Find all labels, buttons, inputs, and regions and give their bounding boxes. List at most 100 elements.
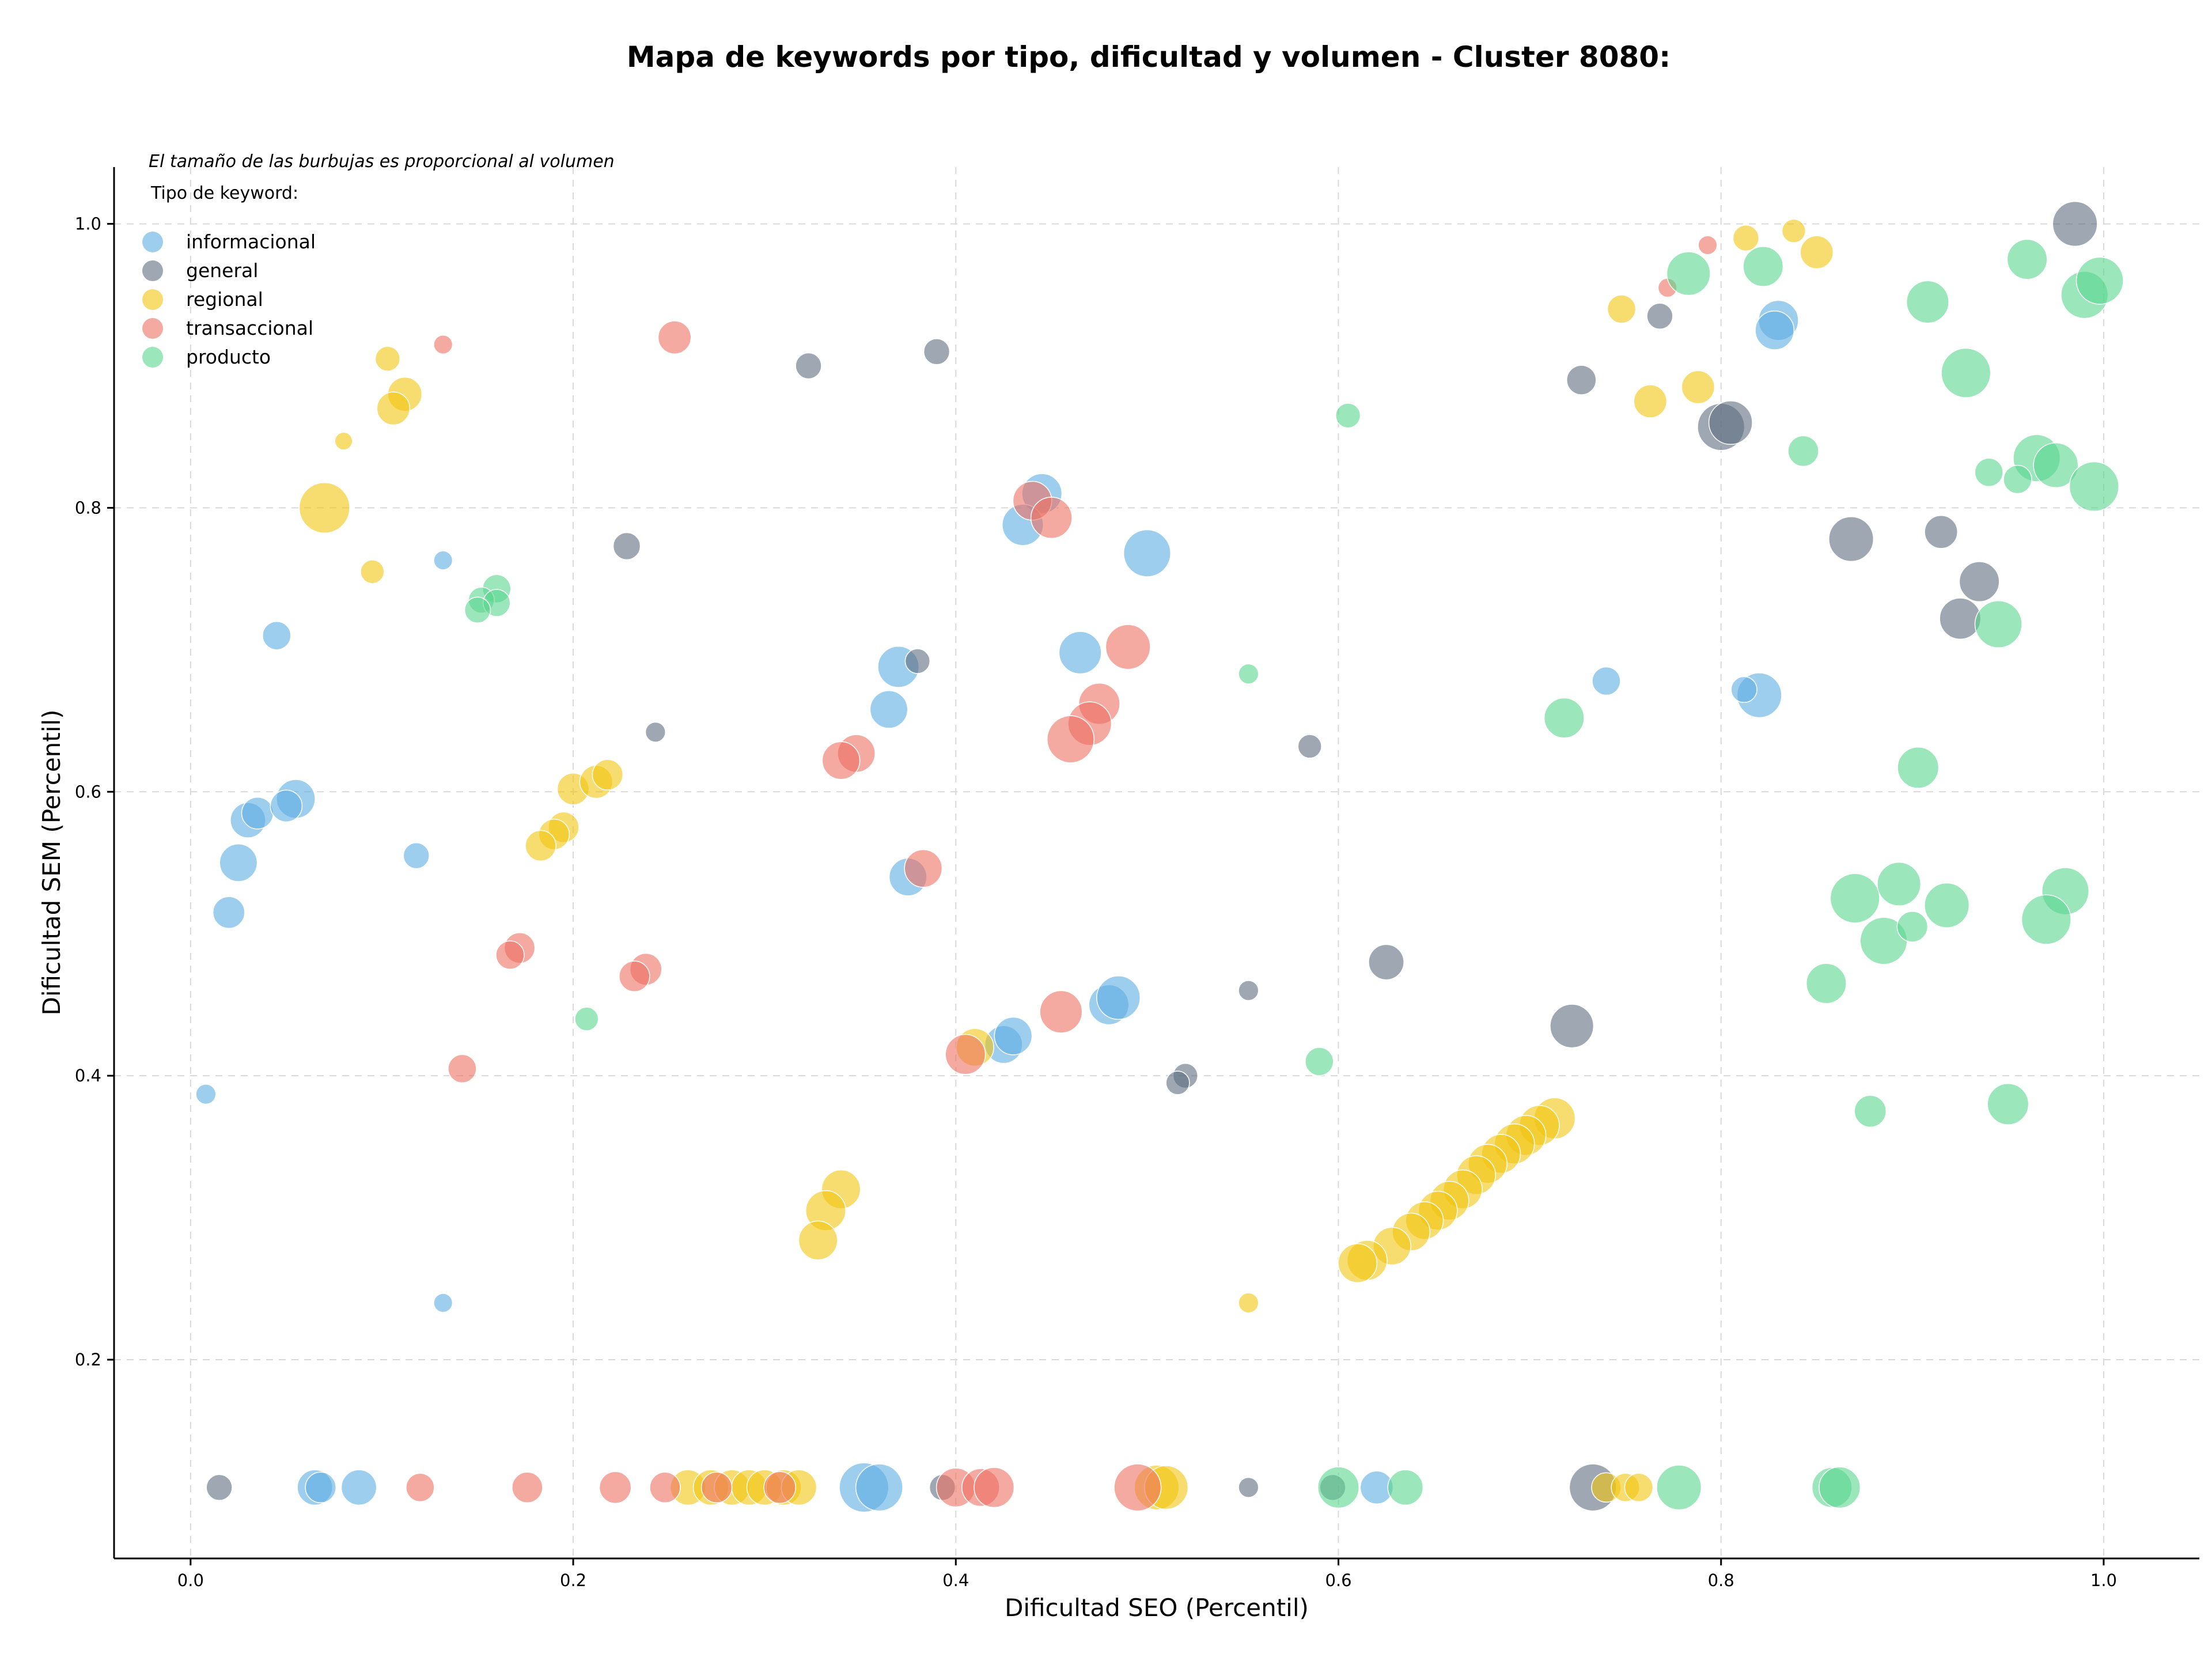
bubble-informacional bbox=[212, 896, 245, 929]
bubbles bbox=[195, 201, 2124, 1513]
legend-item-informacional: informacional bbox=[142, 230, 316, 253]
bubble-transaccional bbox=[619, 960, 650, 992]
legend-title: Tipo de keyword: bbox=[150, 183, 298, 203]
bubble-general bbox=[1924, 515, 1958, 549]
bubble-producto bbox=[1805, 963, 1847, 1004]
bubble-regional bbox=[1633, 384, 1668, 418]
bubble-regional bbox=[298, 482, 350, 534]
bubble-producto bbox=[2021, 894, 2071, 945]
bubble-producto bbox=[2006, 239, 2048, 280]
ticks: 0.0 0.2 0.4 0.6 0.8 1.0 0.2 0.4 0.6 0.8 1.0 bbox=[75, 214, 2117, 1590]
bubble-regional bbox=[334, 432, 353, 451]
bubble-informacional bbox=[869, 690, 908, 729]
bubble-informacional bbox=[433, 550, 453, 570]
legend-label: transaccional bbox=[186, 317, 313, 339]
bubble-informacional bbox=[241, 796, 274, 830]
bubble-general bbox=[645, 721, 666, 743]
bubble-informacional bbox=[403, 842, 430, 869]
bubble-regional bbox=[525, 830, 556, 862]
chart-title: Mapa de keywords por tipo, dificultad y … bbox=[627, 40, 1671, 74]
bubble-producto bbox=[1238, 663, 1259, 684]
legend-item-transaccional: transaccional bbox=[142, 317, 313, 339]
bubble-transaccional bbox=[763, 1471, 797, 1504]
bubble-regional bbox=[1607, 294, 1637, 324]
bubble-transaccional bbox=[495, 940, 525, 970]
legend-item-producto: producto bbox=[142, 346, 271, 368]
y-tick-label: 1.0 bbox=[75, 214, 101, 234]
bubble-producto bbox=[1974, 457, 2003, 487]
bubble-general bbox=[1238, 1477, 1259, 1498]
bubble-general bbox=[1238, 980, 1259, 1001]
bubble-transaccional bbox=[821, 741, 861, 780]
y-tick-label: 0.6 bbox=[75, 782, 101, 801]
bubble-transaccional bbox=[433, 334, 453, 355]
bubble-producto bbox=[1317, 1466, 1359, 1509]
bubble-transaccional bbox=[512, 1471, 543, 1504]
bubble-regional bbox=[798, 1220, 838, 1261]
legend-swatch bbox=[142, 347, 163, 368]
bubble-producto bbox=[464, 596, 491, 624]
bubble-informacional bbox=[433, 1293, 453, 1313]
bubble-general bbox=[1646, 302, 1673, 330]
bubble-producto bbox=[2075, 256, 2124, 305]
bubble-producto bbox=[1830, 873, 1880, 924]
bubble-general bbox=[1165, 1070, 1190, 1095]
bubble-producto bbox=[1656, 1465, 1702, 1511]
bubble-regional bbox=[376, 391, 411, 426]
bubble-general bbox=[1708, 400, 1753, 445]
bubble-regional bbox=[1732, 225, 1760, 252]
bubble-general bbox=[1828, 516, 1874, 562]
bubble-producto bbox=[2033, 442, 2079, 489]
x-tick-label: 0.2 bbox=[560, 1571, 586, 1590]
bubble-producto bbox=[1987, 1083, 2029, 1125]
bubble-informacional bbox=[1730, 676, 1758, 703]
bubble-transaccional bbox=[904, 849, 943, 888]
bubble-regional bbox=[1681, 370, 1715, 404]
bubble-informacional bbox=[1096, 975, 1141, 1020]
y-tick-label: 0.4 bbox=[75, 1066, 101, 1085]
legend-item-regional: regional bbox=[142, 288, 263, 311]
bubble-producto bbox=[1305, 1047, 1334, 1076]
bubble-transaccional bbox=[657, 320, 692, 355]
x-tick-label: 1.0 bbox=[2090, 1571, 2117, 1590]
x-tick-label: 0.4 bbox=[942, 1571, 969, 1590]
legend: Tipo de keyword: informacional general reg… bbox=[142, 183, 316, 368]
bubble-transaccional bbox=[1030, 497, 1073, 539]
bubble-producto bbox=[2003, 464, 2032, 494]
legend-label: regional bbox=[186, 288, 263, 311]
legend-label: producto bbox=[186, 346, 271, 368]
bubble-informacional bbox=[305, 1471, 336, 1504]
bubble-transaccional bbox=[406, 1473, 435, 1503]
bubble-producto bbox=[1906, 280, 1949, 324]
bubble-transaccional bbox=[1039, 990, 1083, 1034]
bubble-regional bbox=[1800, 235, 1834, 270]
bubble-transaccional bbox=[1698, 235, 1718, 255]
bubble-regional bbox=[1338, 1243, 1378, 1283]
legend-item-general: general bbox=[142, 259, 258, 282]
bubble-informacional bbox=[195, 1084, 217, 1105]
bubble-informacional bbox=[219, 843, 258, 882]
bubble-general bbox=[795, 352, 822, 380]
bubble-informacional bbox=[262, 620, 291, 650]
bubble-producto bbox=[1896, 911, 1929, 943]
bubble-general bbox=[1550, 1004, 1594, 1049]
series-producto bbox=[464, 239, 2124, 1511]
bubble-regional bbox=[592, 759, 624, 790]
bubble-general bbox=[1297, 734, 1322, 759]
y-axis-label: Dificultad SEM (Percentil) bbox=[37, 710, 66, 1016]
bubble-producto bbox=[1897, 746, 1940, 789]
bubble-informacional bbox=[1123, 529, 1171, 577]
bubble-transaccional bbox=[1113, 1463, 1162, 1512]
bubble-transaccional bbox=[649, 1471, 681, 1504]
bubble-informacional bbox=[270, 789, 303, 823]
bubble-general bbox=[612, 532, 641, 561]
bubble-producto bbox=[1924, 882, 1970, 928]
bubble-informacional bbox=[994, 1016, 1033, 1055]
bubble-producto bbox=[1941, 347, 1991, 398]
bubble-producto bbox=[1974, 600, 2022, 649]
bubble-producto bbox=[1743, 246, 1784, 287]
bubble-transaccional bbox=[700, 1471, 733, 1504]
bubble-transaccional bbox=[1105, 624, 1151, 670]
x-tick-label: 0.6 bbox=[1325, 1571, 1351, 1590]
